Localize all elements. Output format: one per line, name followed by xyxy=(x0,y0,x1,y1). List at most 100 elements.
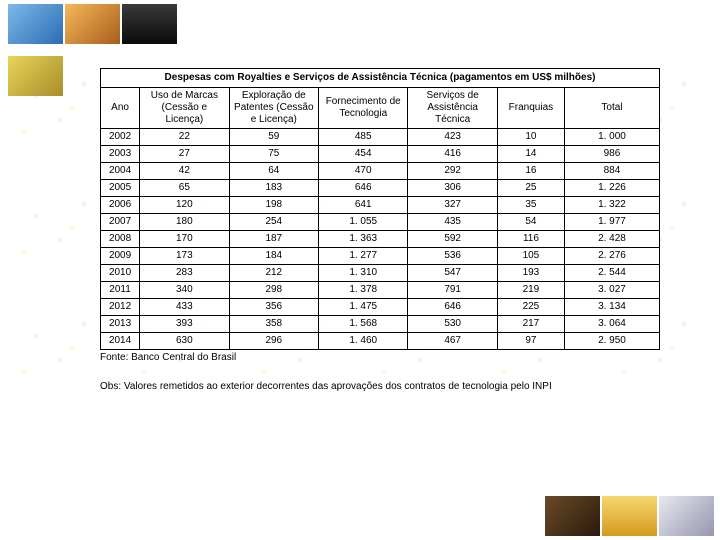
table-cell: 641 xyxy=(319,197,408,214)
content-area: Despesas com Royalties e Serviços de Ass… xyxy=(0,48,720,392)
bottom-thumbnail-strip xyxy=(545,496,714,536)
table-title: Despesas com Royalties e Serviços de Ass… xyxy=(101,69,660,88)
col-exploracao-patentes: Exploração de Patentes (Cessão e Licença… xyxy=(229,88,318,129)
table-cell: 298 xyxy=(229,282,318,299)
table-cell: 1. 310 xyxy=(319,265,408,282)
table-cell: 646 xyxy=(319,180,408,197)
col-ano: Ano xyxy=(101,88,140,129)
table-cell: 470 xyxy=(319,163,408,180)
table-cell: 2013 xyxy=(101,316,140,333)
table-cell: 2010 xyxy=(101,265,140,282)
table-cell: 435 xyxy=(408,214,497,231)
table-row: 2004426447029216884 xyxy=(101,163,660,180)
table-cell: 170 xyxy=(140,231,229,248)
table-cell: 393 xyxy=(140,316,229,333)
table-cell: 2008 xyxy=(101,231,140,248)
table-cell: 416 xyxy=(408,146,497,163)
thumbnail-icon xyxy=(545,496,600,536)
table-cell: 65 xyxy=(140,180,229,197)
table-cell: 356 xyxy=(229,299,318,316)
table-row: 20081701871. 3635921162. 428 xyxy=(101,231,660,248)
col-franquias: Franquias xyxy=(497,88,564,129)
table-cell: 187 xyxy=(229,231,318,248)
col-servicos-assistencia: Serviços de Assistência Técnica xyxy=(408,88,497,129)
table-cell: 120 xyxy=(140,197,229,214)
table-cell: 180 xyxy=(140,214,229,231)
thumbnail-icon xyxy=(122,4,177,44)
table-cell: 1. 277 xyxy=(319,248,408,265)
table-cell: 42 xyxy=(140,163,229,180)
table-source: Fonte: Banco Central do Brasil xyxy=(100,350,660,363)
table-cell: 2. 950 xyxy=(564,333,659,350)
table-cell: 433 xyxy=(140,299,229,316)
table-cell: 1. 363 xyxy=(319,231,408,248)
table-cell: 536 xyxy=(408,248,497,265)
table-cell: 27 xyxy=(140,146,229,163)
table-cell: 97 xyxy=(497,333,564,350)
table-cell: 2006 xyxy=(101,197,140,214)
table-row: 20102832121. 3105471932. 544 xyxy=(101,265,660,282)
thumbnail-icon xyxy=(659,496,714,536)
table-cell: 2003 xyxy=(101,146,140,163)
table-cell: 2009 xyxy=(101,248,140,265)
table-cell: 1. 055 xyxy=(319,214,408,231)
table-observation: Obs: Valores remetidos ao exterior decor… xyxy=(100,363,660,392)
thumbnail-icon xyxy=(602,496,657,536)
table-cell: 358 xyxy=(229,316,318,333)
table-cell: 225 xyxy=(497,299,564,316)
table-cell: 1. 977 xyxy=(564,214,659,231)
table-cell: 283 xyxy=(140,265,229,282)
table-row: 20146302961. 460467972. 950 xyxy=(101,333,660,350)
table-row: 20022259485423101. 000 xyxy=(101,129,660,146)
table-cell: 423 xyxy=(408,129,497,146)
table-cell: 1. 000 xyxy=(564,129,659,146)
table-body: 20022259485423101. 000200327754544161498… xyxy=(101,129,660,350)
table-cell: 75 xyxy=(229,146,318,163)
table-cell: 340 xyxy=(140,282,229,299)
table-cell: 485 xyxy=(319,129,408,146)
thumbnail-icon xyxy=(8,4,63,44)
table-cell: 64 xyxy=(229,163,318,180)
table-cell: 173 xyxy=(140,248,229,265)
table-cell: 791 xyxy=(408,282,497,299)
table-cell: 646 xyxy=(408,299,497,316)
table-cell: 1. 460 xyxy=(319,333,408,350)
table-cell: 116 xyxy=(497,231,564,248)
table-cell: 184 xyxy=(229,248,318,265)
table-cell: 54 xyxy=(497,214,564,231)
table-row: 20071802541. 055435541. 977 xyxy=(101,214,660,231)
table-cell: 2. 544 xyxy=(564,265,659,282)
table-cell: 10 xyxy=(497,129,564,146)
table-cell: 22 xyxy=(140,129,229,146)
table-cell: 198 xyxy=(229,197,318,214)
table-cell: 2. 428 xyxy=(564,231,659,248)
table-cell: 530 xyxy=(408,316,497,333)
table-cell: 193 xyxy=(497,265,564,282)
table-cell: 547 xyxy=(408,265,497,282)
table-cell: 1. 226 xyxy=(564,180,659,197)
table-cell: 3. 134 xyxy=(564,299,659,316)
col-fornecimento-tecnologia: Fornecimento de Tecnologia xyxy=(319,88,408,129)
table-cell: 16 xyxy=(497,163,564,180)
table-cell: 2005 xyxy=(101,180,140,197)
table-cell: 3. 027 xyxy=(564,282,659,299)
table-cell: 592 xyxy=(408,231,497,248)
table-cell: 2012 xyxy=(101,299,140,316)
table-cell: 454 xyxy=(319,146,408,163)
table-cell: 327 xyxy=(408,197,497,214)
table-cell: 630 xyxy=(140,333,229,350)
col-total: Total xyxy=(564,88,659,129)
table-cell: 2011 xyxy=(101,282,140,299)
table-cell: 1. 568 xyxy=(319,316,408,333)
table-column-row: Ano Uso de Marcas (Cessão e Licença) Exp… xyxy=(101,88,660,129)
table-row: 2003277545441614986 xyxy=(101,146,660,163)
table-title-row: Despesas com Royalties e Serviços de Ass… xyxy=(101,69,660,88)
table-cell: 1. 322 xyxy=(564,197,659,214)
table-cell: 35 xyxy=(497,197,564,214)
table-cell: 296 xyxy=(229,333,318,350)
table-row: 2006120198641327351. 322 xyxy=(101,197,660,214)
table-cell: 3. 064 xyxy=(564,316,659,333)
table-cell: 2007 xyxy=(101,214,140,231)
thumbnail-icon xyxy=(65,4,120,44)
table-row: 20091731841. 2775361052. 276 xyxy=(101,248,660,265)
